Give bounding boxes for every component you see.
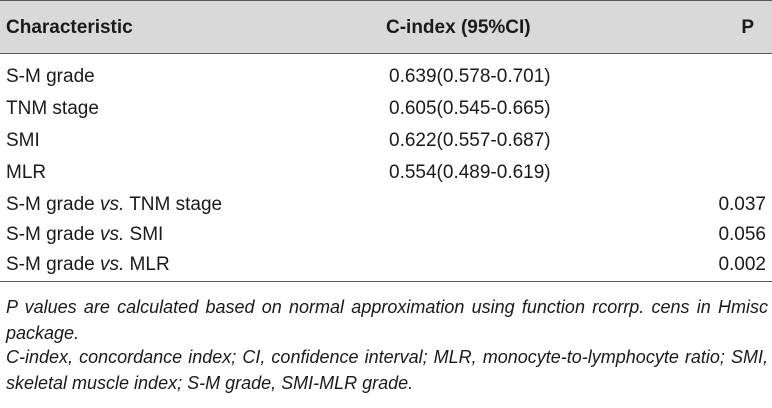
column-header-characteristic: Characteristic <box>6 17 133 38</box>
cell-characteristic: S-M grade vs. SMI <box>6 223 163 247</box>
table-header: Characteristic C-index (95%CI) P <box>0 0 772 54</box>
cell-cindex: 0.554(0.489-0.619) <box>389 162 551 183</box>
table-row: S-M grade vs. MLR 0.002 <box>0 249 772 281</box>
table-row: S-M grade vs. TNM stage 0.037 <box>0 189 772 221</box>
cell-p-value: 0.002 <box>718 254 766 275</box>
cell-characteristic: S-M grade <box>6 66 95 87</box>
table-row: S-M grade vs. SMI 0.056 <box>0 219 772 251</box>
table-row: TNM stage 0.605(0.545-0.665) <box>0 93 772 125</box>
cell-characteristic: S-M grade vs. TNM stage <box>6 193 222 217</box>
comparison-left: S-M grade <box>6 224 100 245</box>
comparison-vs: vs. <box>99 224 125 245</box>
comparison-left: S-M grade <box>6 194 100 215</box>
cell-characteristic: MLR <box>6 162 47 183</box>
comparison-vs: vs. <box>99 194 125 215</box>
comparison-right: TNM stage <box>124 194 223 215</box>
footnote-p-values: P values are calculated based on normal … <box>6 297 768 343</box>
cell-p-value: 0.037 <box>718 194 766 215</box>
cell-characteristic: S-M grade vs. MLR <box>6 253 170 277</box>
footnote-abbreviations: C-index, concordance index; CI, confiden… <box>6 347 768 393</box>
cell-p-value: 0.056 <box>718 224 766 245</box>
cell-characteristic: TNM stage <box>6 98 99 119</box>
cell-cindex: 0.639(0.578-0.701) <box>389 66 551 87</box>
cell-cindex: 0.622(0.557-0.687) <box>389 130 551 151</box>
table-row: MLR 0.554(0.489-0.619) <box>0 157 772 189</box>
cell-cindex: 0.605(0.545-0.665) <box>389 98 551 119</box>
column-header-cindex: C-index (95%CI) <box>386 17 531 38</box>
comparison-left: S-M grade <box>6 254 100 275</box>
cell-characteristic: SMI <box>6 130 40 151</box>
table-row: SMI 0.622(0.557-0.687) <box>0 125 772 157</box>
column-header-p: P <box>741 17 754 38</box>
comparison-right: MLR <box>124 254 170 275</box>
comparison-vs: vs. <box>99 254 125 275</box>
table-row: S-M grade 0.639(0.578-0.701) <box>0 61 772 93</box>
table-bottom-rule <box>0 281 772 282</box>
comparison-right: SMI <box>124 224 164 245</box>
